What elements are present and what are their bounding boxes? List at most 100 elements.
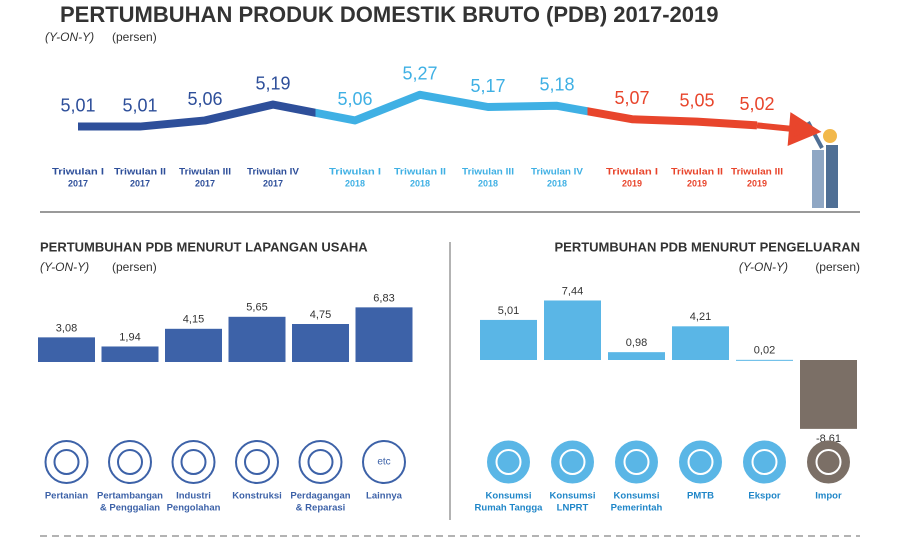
category-label: Pengolahan xyxy=(167,503,221,514)
growth-line xyxy=(78,90,758,131)
category-icon xyxy=(108,440,152,484)
subtitle: (Y-ON-Y) xyxy=(40,260,89,274)
category-label: 2017 xyxy=(68,178,88,188)
subtitle: (Y-ON-Y) xyxy=(45,30,94,44)
category-icon xyxy=(44,440,89,484)
category-label: PMTB xyxy=(687,491,714,502)
category-label: Lainnya xyxy=(366,491,403,502)
bar xyxy=(672,326,729,360)
value-label: 7,44 xyxy=(562,285,583,297)
category-label: Triwulan III xyxy=(462,166,514,176)
category-icon-inner xyxy=(751,449,778,475)
bar xyxy=(101,346,159,362)
category-label: 2019 xyxy=(687,178,707,188)
arrow xyxy=(756,112,822,146)
value-label: 5,07 xyxy=(614,88,649,108)
category-label: Pertanian xyxy=(45,491,88,502)
category-icon-inner xyxy=(559,449,586,475)
category-label: LNPRT xyxy=(557,503,589,514)
main-title: PERTUMBUHAN PRODUK DOMESTIK BRUTO (PDB) … xyxy=(60,2,718,27)
value-label: 5,65 xyxy=(246,302,267,314)
category-label: 2017 xyxy=(195,178,215,188)
category-icon-inner xyxy=(117,449,143,475)
bar xyxy=(38,337,95,362)
category-label: Ekspor xyxy=(748,491,781,502)
category-label: 2019 xyxy=(622,178,642,188)
category-icon-inner xyxy=(53,449,80,475)
bar xyxy=(228,316,286,362)
chart-title: PERTUMBUHAN PDB MENURUT PENGELUARAN xyxy=(555,239,861,254)
bar xyxy=(544,300,601,360)
value-label: 5,01 xyxy=(60,95,95,115)
bar xyxy=(480,319,537,360)
category-icon xyxy=(298,440,343,484)
category-label: 2018 xyxy=(547,178,567,188)
category-label: Konstruksi xyxy=(232,491,282,502)
category-label: 2019 xyxy=(747,178,767,188)
category-icon xyxy=(487,440,530,484)
category-icon xyxy=(615,440,658,484)
category-label: Triwulan I xyxy=(606,166,658,176)
category-label: 2017 xyxy=(130,178,150,188)
subtitle: (persen) xyxy=(112,30,157,44)
value-label: 5,06 xyxy=(187,89,222,109)
value-label: 5,27 xyxy=(402,64,437,84)
value-label: 5,01 xyxy=(122,95,157,115)
value-label: 4,21 xyxy=(690,311,711,323)
category-label: Triwulan III xyxy=(731,166,783,176)
category-icon xyxy=(679,440,722,484)
value-label: 5,19 xyxy=(255,73,290,93)
category-label: Pertambangan xyxy=(97,491,163,502)
category-label: 2018 xyxy=(345,178,365,188)
category-label: Konsumsi xyxy=(550,491,596,502)
value-label: 0,02 xyxy=(754,345,775,357)
subtitle: (persen) xyxy=(815,260,860,274)
category-icon-inner xyxy=(815,449,842,475)
value-label: 5,05 xyxy=(679,90,714,110)
value-label: 5,17 xyxy=(470,76,505,96)
category-icon xyxy=(743,440,786,484)
value-label: 5,18 xyxy=(539,75,574,95)
category-label: Triwulan III xyxy=(179,166,231,176)
value-label: 1,94 xyxy=(119,331,140,343)
value-label: 6,83 xyxy=(373,292,394,304)
category-label: Triwulan I xyxy=(52,166,104,176)
category-label: 2017 xyxy=(263,178,283,188)
category-icon-inner xyxy=(623,449,650,475)
category-label: Triwulan II xyxy=(114,166,166,176)
bar xyxy=(736,359,793,361)
value-label: 5,06 xyxy=(337,89,372,109)
category-icon-inner xyxy=(180,449,207,475)
category-label: & Penggalian xyxy=(100,503,160,514)
category-label: Triwulan IV xyxy=(247,166,299,176)
category-label: Triwulan IV xyxy=(531,166,583,176)
category-label: & Reparasi xyxy=(296,503,346,514)
value-label: 0,98 xyxy=(626,337,647,349)
category-label: 2018 xyxy=(410,178,430,188)
category-label: Industri xyxy=(176,491,211,502)
category-label: Konsumsi xyxy=(614,491,660,502)
category-label: Rumah Tangga xyxy=(475,503,544,514)
category-label: Triwulan I xyxy=(329,166,381,176)
value-label: 3,08 xyxy=(56,322,77,334)
subtitle: (persen) xyxy=(112,260,157,274)
value-label: 5,02 xyxy=(739,94,774,114)
subtitle: (Y-ON-Y) xyxy=(739,260,788,274)
category-label: 2018 xyxy=(478,178,498,188)
bar xyxy=(355,307,413,362)
category-label: Konsumsi xyxy=(486,491,532,502)
category-icon-inner xyxy=(244,449,270,475)
category-label: Pemerintah xyxy=(611,503,663,514)
bar xyxy=(800,360,857,429)
bar xyxy=(165,328,222,362)
category-icon xyxy=(171,440,216,484)
category-icon xyxy=(807,440,850,484)
category-label: Triwulan II xyxy=(394,166,446,176)
category-icon-inner xyxy=(307,449,334,475)
category-label: Triwulan II xyxy=(671,166,723,176)
value-label: 4,75 xyxy=(310,309,331,321)
value-label: 4,15 xyxy=(183,314,204,326)
value-label: 5,01 xyxy=(498,305,519,317)
bar xyxy=(292,324,349,362)
